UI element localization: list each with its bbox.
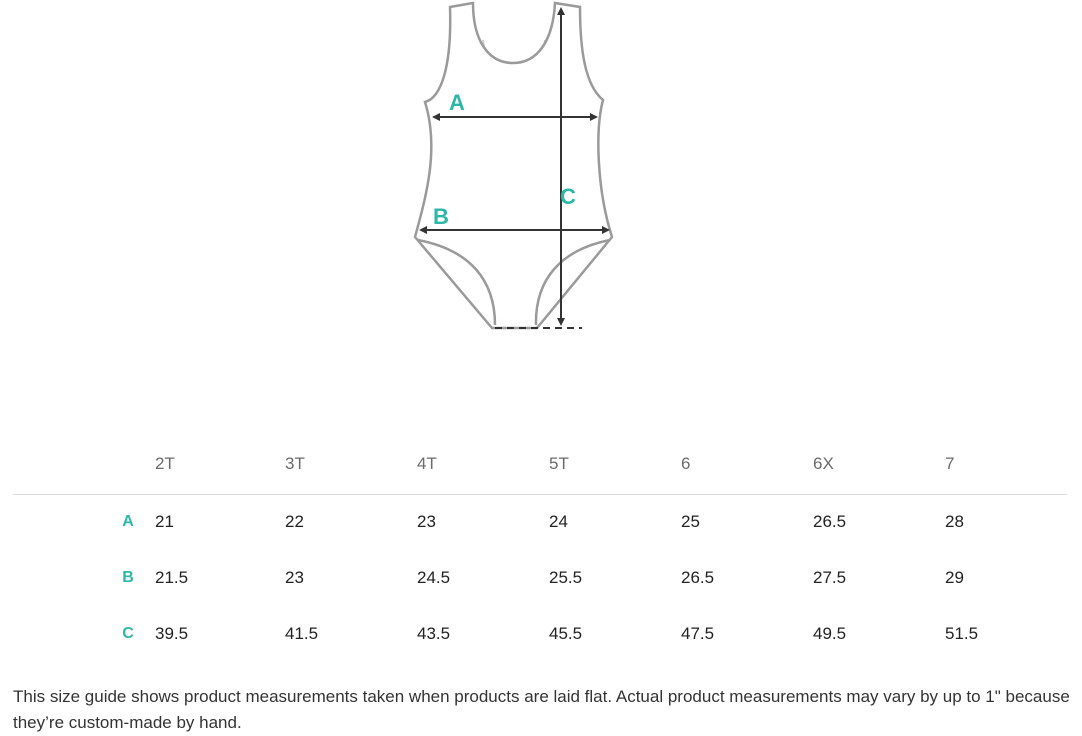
bodysuit-measurement-diagram: A B C bbox=[413, 1, 614, 330]
size-header-5t: 5T bbox=[549, 454, 569, 473]
row-label-c: C bbox=[122, 625, 134, 642]
row-label-b: B bbox=[122, 569, 134, 586]
table-cell: 43.5 bbox=[417, 624, 451, 643]
bodysuit-outline bbox=[413, 1, 614, 330]
left-leg-opening bbox=[417, 238, 497, 326]
table-cell: 29 bbox=[945, 568, 964, 587]
label-b: B bbox=[433, 204, 449, 229]
table-cell: 26.5 bbox=[813, 512, 847, 531]
table-cell: 49.5 bbox=[813, 624, 847, 643]
size-header-6: 6 bbox=[681, 454, 691, 473]
label-c: C bbox=[560, 184, 576, 209]
table-cell: 51.5 bbox=[945, 624, 979, 643]
size-header-7: 7 bbox=[945, 454, 955, 473]
right-leg-opening bbox=[534, 238, 611, 326]
size-header-4t: 4T bbox=[417, 454, 437, 473]
row-label-a: A bbox=[122, 513, 134, 530]
table-cell: 23 bbox=[285, 568, 304, 587]
table-cell: 26.5 bbox=[681, 568, 715, 587]
size-header-2t: 2T bbox=[155, 454, 175, 473]
table-cell: 39.5 bbox=[155, 624, 189, 643]
size-guide-note: This size guide shows product measuremen… bbox=[13, 687, 1070, 732]
table-cell: 41.5 bbox=[285, 624, 319, 643]
table-cell: 28 bbox=[945, 512, 964, 531]
table-cell: 24 bbox=[549, 512, 568, 531]
table-cell: 25.5 bbox=[549, 568, 583, 587]
size-header-6x: 6X bbox=[813, 454, 834, 473]
table-cell: 25 bbox=[681, 512, 700, 531]
table-cell: 24.5 bbox=[417, 568, 451, 587]
label-a: A bbox=[449, 90, 465, 115]
header-divider bbox=[13, 494, 1067, 495]
table-cell: 21 bbox=[155, 512, 174, 531]
table-cell: 22 bbox=[285, 512, 304, 531]
table-cell: 45.5 bbox=[549, 624, 583, 643]
table-cell: 47.5 bbox=[681, 624, 715, 643]
size-header-3t: 3T bbox=[285, 454, 305, 473]
table-cell: 27.5 bbox=[813, 568, 847, 587]
table-cell: 21.5 bbox=[155, 568, 189, 587]
table-cell: 23 bbox=[417, 512, 436, 531]
